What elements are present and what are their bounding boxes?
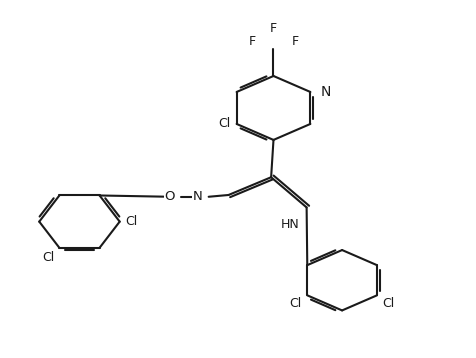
Text: HN: HN: [281, 218, 300, 231]
Text: O: O: [165, 190, 175, 203]
Text: Cl: Cl: [42, 251, 55, 263]
Text: F: F: [248, 35, 256, 48]
Text: Cl: Cl: [289, 297, 302, 310]
Text: N: N: [193, 190, 202, 203]
Text: N: N: [321, 85, 331, 99]
Text: Cl: Cl: [383, 297, 395, 310]
Text: F: F: [291, 35, 298, 48]
Text: Cl: Cl: [125, 215, 138, 228]
Text: Cl: Cl: [218, 117, 231, 130]
Text: F: F: [270, 22, 277, 35]
